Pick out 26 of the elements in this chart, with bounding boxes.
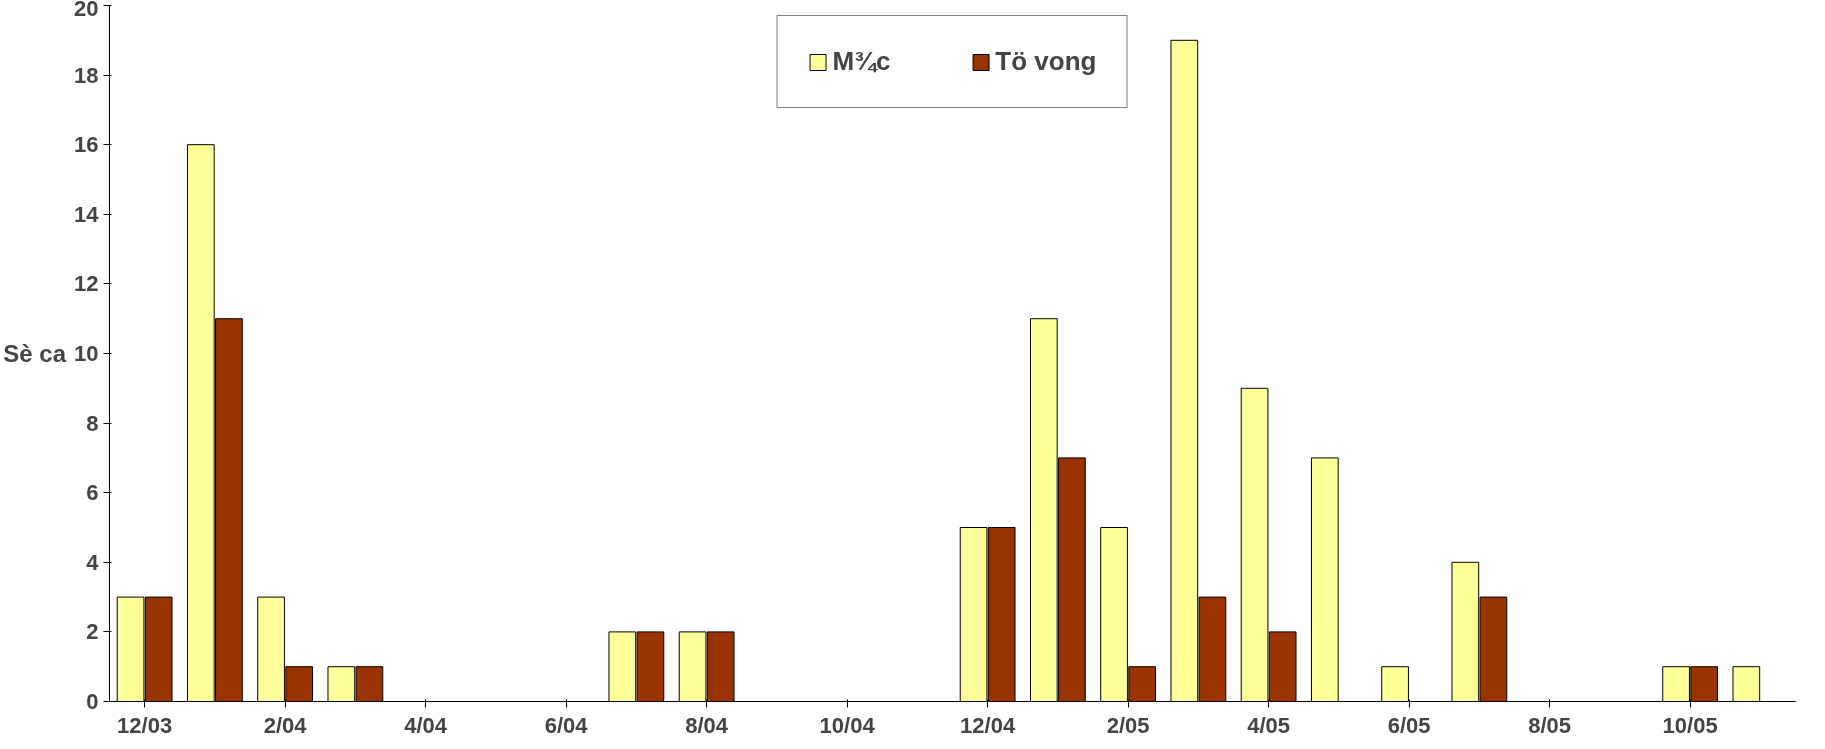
- x-tick-label: 2/04: [263, 712, 308, 738]
- y-tick-label: 18: [74, 62, 99, 88]
- x-tick-label: 6/05: [1387, 712, 1431, 738]
- x-tick-label: 8/04: [685, 712, 729, 738]
- y-axis-title: Sè ca: [3, 340, 67, 367]
- x-tick-label: 12/04: [960, 712, 1016, 738]
- y-tick-label: 12: [74, 271, 99, 297]
- x-tick-label: 4/04: [404, 712, 448, 738]
- legend-label: Tö vong: [995, 46, 1097, 77]
- y-tick-label: 2: [86, 619, 99, 645]
- x-tick-label: 2/05: [1106, 712, 1150, 738]
- x-tick-label: 6/04: [544, 712, 589, 738]
- x-tick-label: 8/05: [1528, 712, 1572, 738]
- y-tick-label: 8: [86, 410, 99, 436]
- y-tick-label: 4: [86, 549, 100, 575]
- y-tick-label: 20: [74, 0, 99, 21]
- y-tick-label: 0: [86, 689, 99, 714]
- y-tick-label: 14: [74, 201, 100, 227]
- x-tick-label: 12/03: [117, 712, 173, 738]
- y-tick-label: 16: [74, 132, 99, 158]
- x-tick-label: 4/05: [1247, 712, 1291, 738]
- x-tick-label: 10/05: [1662, 712, 1718, 738]
- legend-label: M¾c: [832, 46, 891, 77]
- y-tick-label: 10: [74, 341, 99, 366]
- y-tick-label: 6: [86, 480, 99, 506]
- x-tick-label: 10/04: [819, 712, 876, 738]
